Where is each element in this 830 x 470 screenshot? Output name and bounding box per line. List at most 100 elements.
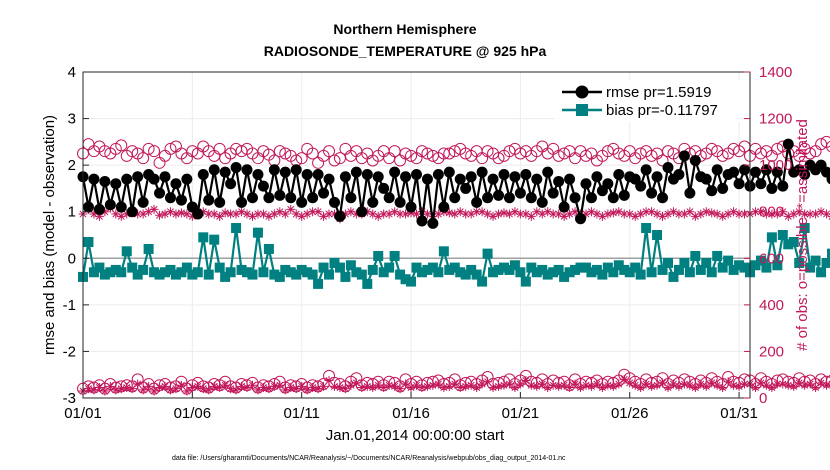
- assimilated_low-point-83: [532, 381, 542, 391]
- assimilated_low-point-42: [308, 383, 318, 393]
- assimilated-point-87: [554, 209, 564, 219]
- bias-point-38: [285, 267, 296, 278]
- bias-point-48: [340, 271, 351, 282]
- rmse-point-23: [203, 194, 215, 206]
- rmse-point-28: [230, 161, 242, 173]
- possible-point-87: [552, 149, 565, 162]
- rmse-point-112: [689, 154, 701, 166]
- assimilated_low-point-61: [412, 380, 421, 390]
- assimilated-point-16: [165, 207, 175, 217]
- bias-point-95: [597, 269, 608, 280]
- assimilated-point-89: [565, 209, 575, 219]
- assimilated-point-88: [559, 211, 569, 221]
- rmse-point-79: [509, 171, 521, 183]
- bias-point-27: [225, 267, 236, 278]
- assimilated-point-74: [483, 209, 493, 219]
- x-tick-label-4: 01/21: [502, 405, 540, 422]
- assimilated-point-32: [253, 209, 263, 219]
- bias-point-134: [810, 255, 821, 266]
- left-tick-label-6: 3: [68, 111, 76, 128]
- bias-point-40: [296, 264, 307, 275]
- assimilated-point-18: [176, 208, 186, 218]
- bias-point-59: [400, 274, 411, 285]
- right-tick-label-2: 400: [759, 297, 784, 314]
- rmse-point-132: [799, 168, 811, 180]
- rmse-point-76: [493, 189, 505, 201]
- assimilated_low-point-121: [740, 379, 750, 389]
- rmse-point-32: [252, 168, 264, 180]
- assimilated-point-114: [701, 207, 711, 217]
- assimilated-point-60: [406, 208, 416, 218]
- left-tick-label-1: -2: [63, 343, 76, 360]
- assimilated_low-point-65: [433, 379, 443, 389]
- assimilated_low-point-58: [395, 384, 405, 394]
- assimilated-point-112: [690, 211, 700, 221]
- rmse-point-15: [159, 171, 171, 183]
- rmse-point-109: [673, 168, 685, 180]
- rmse-point-42: [307, 192, 319, 204]
- assimilated_low-point-8: [122, 383, 132, 393]
- bias-point-5: [105, 267, 116, 278]
- bias-point-104: [646, 267, 657, 278]
- bias-point-65: [433, 267, 444, 278]
- rmse-point-119: [728, 166, 740, 178]
- assimilated_low-point-66: [439, 383, 449, 393]
- bias-point-23: [203, 269, 214, 280]
- assimilated_low-point-105: [652, 380, 662, 390]
- assimilated_low-point-88: [559, 380, 569, 390]
- bias-point-98: [613, 260, 624, 271]
- bias-point-53: [367, 264, 378, 275]
- left-tick-label-5: 2: [68, 157, 76, 174]
- possible-point-104: [645, 149, 658, 162]
- assimilated-point-118: [723, 209, 733, 219]
- rmse-point-80: [514, 187, 526, 199]
- rmse-point-67: [443, 166, 455, 178]
- rmse-point-24: [208, 164, 220, 176]
- rmse-point-16: [164, 192, 176, 204]
- chart-title-line-2: RADIOSONDE_TEMPERATURE @ 925 hPa: [264, 43, 547, 59]
- assimilated-point-68: [450, 209, 460, 219]
- assimilated_low-point-33: [258, 383, 268, 393]
- rmse-point-121: [739, 164, 751, 176]
- bias-point-92: [580, 262, 591, 273]
- bias-point-94: [591, 264, 602, 275]
- bias-point-132: [799, 223, 810, 234]
- rmse-point-83: [531, 173, 543, 185]
- assimilated_low-point-29: [237, 381, 247, 391]
- rmse-point-85: [542, 166, 554, 178]
- assimilated_low-point-76: [494, 381, 504, 391]
- bias-point-21: [192, 267, 203, 278]
- bias-point-66: [438, 246, 449, 257]
- rmse-point-59: [400, 171, 412, 183]
- assimilated-point-117: [718, 211, 728, 221]
- assimilated_low-point-136: [822, 380, 830, 390]
- assimilated-point-104: [647, 207, 657, 217]
- rmse-point-44: [318, 187, 330, 199]
- bias-point-91: [575, 262, 586, 273]
- assimilated-point-101: [630, 211, 640, 221]
- bias-point-73: [477, 276, 488, 287]
- bias-point-89: [564, 267, 575, 278]
- bias-point-107: [662, 257, 673, 268]
- possible-point-106: [656, 154, 669, 167]
- bias-point-136: [821, 257, 830, 268]
- rmse-point-46: [328, 196, 340, 208]
- bias-point-62: [416, 267, 427, 278]
- rmse-point-51: [356, 206, 368, 218]
- bias-point-33: [258, 267, 269, 278]
- assimilated_low-point-124: [756, 378, 766, 388]
- assimilated-point-100: [625, 209, 635, 219]
- assimilated_low-point-26: [220, 380, 230, 390]
- assimilated-point-129: [783, 211, 793, 221]
- footnote: data file: /Users/gharamti/Documents/NCA…: [172, 455, 566, 462]
- assimilated-point-107: [663, 209, 673, 219]
- assimilated_low-point-31: [247, 380, 257, 390]
- rmse-point-58: [394, 196, 406, 208]
- assimilated_low-point-80: [515, 379, 525, 389]
- bias-point-103: [641, 223, 652, 234]
- bias-point-137: [827, 248, 830, 259]
- bias-point-109: [673, 264, 684, 275]
- rmse-point-33: [257, 180, 269, 192]
- y-axis-label: rmse and bias (model - observation): [41, 115, 58, 355]
- assimilated_low-point-28: [231, 385, 241, 395]
